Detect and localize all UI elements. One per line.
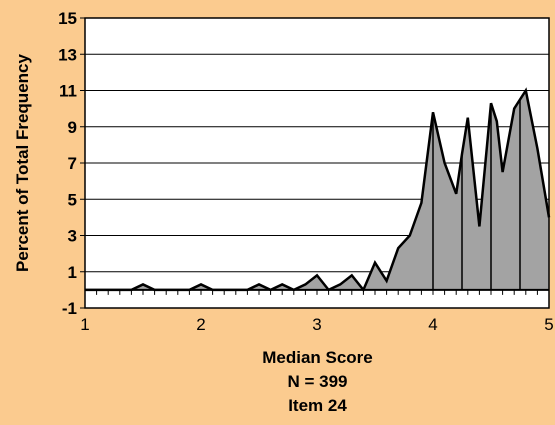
y-tick-label-2: 3 [68, 227, 77, 246]
y-tick-label-6: 11 [59, 82, 77, 101]
x-axis-title: Median Score [262, 348, 373, 367]
item-label: Item 24 [288, 396, 347, 415]
y-tick-label-0: -1 [62, 299, 77, 318]
y-tick-label-5: 9 [68, 118, 77, 137]
series-line [85, 87, 551, 293]
y-tick-label-8: 15 [58, 9, 77, 28]
x-tick-label-0: 1 [80, 315, 89, 334]
y-tick-label-4: 7 [68, 154, 77, 173]
sample-size-label: N = 399 [287, 372, 348, 391]
y-axis-title: Percent of Total Frequency [13, 54, 32, 272]
x-tick-label-2: 3 [312, 315, 321, 334]
y-tick-label-3: 5 [68, 190, 77, 209]
x-tick-label-1: 2 [196, 315, 205, 334]
x-tick-label-4: 5 [544, 315, 553, 334]
y-tick-label-1: 1 [68, 263, 77, 282]
y-tick-label-7: 13 [58, 45, 77, 64]
x-tick-label-3: 4 [428, 315, 437, 334]
